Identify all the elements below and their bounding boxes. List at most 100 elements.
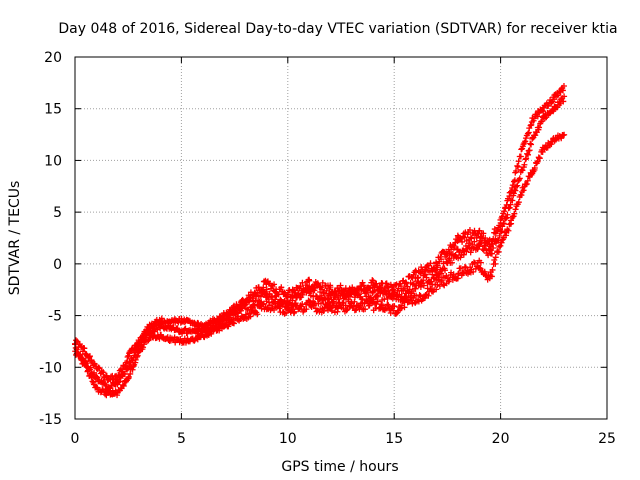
data-point <box>398 305 405 312</box>
data-point <box>121 371 128 378</box>
data-point <box>430 275 437 282</box>
data-point <box>561 93 568 100</box>
data-point <box>487 243 494 250</box>
data-point <box>289 297 296 304</box>
data-point <box>226 314 233 321</box>
data-point <box>336 299 343 306</box>
data-point <box>515 199 522 206</box>
data-point <box>514 163 521 170</box>
data-point <box>343 307 350 314</box>
data-point <box>471 238 478 245</box>
data-point <box>374 293 381 300</box>
data-point <box>290 310 297 317</box>
data-point <box>124 366 131 373</box>
y-tick-label: 15 <box>44 102 62 118</box>
data-point <box>258 299 265 306</box>
data-point <box>416 291 423 298</box>
x-tick-label: 10 <box>279 431 297 447</box>
data-point <box>359 296 366 303</box>
data-point <box>517 153 524 160</box>
data-point <box>496 243 503 250</box>
data-point <box>230 320 237 327</box>
data-point <box>512 206 519 213</box>
data-point <box>513 183 520 190</box>
data-point <box>536 124 543 131</box>
data-point <box>495 237 502 244</box>
data-point <box>457 265 464 272</box>
data-point <box>560 98 567 105</box>
plot-frame <box>74 56 608 420</box>
data-point <box>404 283 411 290</box>
data-point <box>519 167 526 174</box>
data-point <box>428 278 435 285</box>
data-point <box>527 122 534 129</box>
data-point <box>451 243 458 250</box>
data-point <box>359 279 366 286</box>
data-point <box>91 361 98 368</box>
data-point <box>459 238 466 245</box>
data-point <box>384 301 391 308</box>
data-point <box>381 289 388 296</box>
data-point <box>515 158 522 165</box>
data-point <box>520 187 527 194</box>
grid-lines <box>75 57 607 419</box>
data-point <box>499 213 506 220</box>
data-point <box>129 366 136 373</box>
data-point <box>224 311 231 318</box>
data-point <box>540 108 547 115</box>
data-point <box>257 293 264 300</box>
data-point <box>291 301 298 308</box>
data-point <box>303 306 310 313</box>
data-point <box>524 130 531 137</box>
data-point <box>276 305 283 312</box>
data-point <box>527 140 534 147</box>
data-point <box>500 220 507 227</box>
data-point <box>427 260 434 267</box>
data-point <box>514 162 521 169</box>
data-point <box>524 177 531 184</box>
series-3 <box>72 82 567 384</box>
x-tick-label: 5 <box>177 431 186 447</box>
x-tick-label: 15 <box>385 431 403 447</box>
data-point <box>367 294 374 301</box>
data-point <box>255 297 262 304</box>
data-point <box>477 259 484 266</box>
data-point <box>291 292 298 299</box>
data-point <box>523 155 530 162</box>
data-point <box>407 279 414 286</box>
data-points <box>72 82 568 399</box>
data-point <box>318 300 325 307</box>
data-point <box>446 255 453 262</box>
data-point <box>158 315 165 322</box>
data-point <box>524 150 531 157</box>
data-point <box>516 175 523 182</box>
data-point <box>531 164 538 171</box>
y-tick-label: -15 <box>39 412 62 428</box>
data-point <box>306 277 313 284</box>
data-point <box>522 138 529 145</box>
data-point <box>521 161 528 168</box>
data-point <box>337 282 344 289</box>
data-point <box>501 208 508 215</box>
data-point <box>559 87 566 94</box>
data-point <box>466 226 473 233</box>
data-point <box>482 234 489 241</box>
data-point <box>508 188 515 195</box>
data-point <box>534 113 541 120</box>
data-point <box>511 210 518 217</box>
data-point <box>488 250 495 257</box>
data-point <box>423 274 430 281</box>
data-point <box>94 374 101 381</box>
data-point <box>405 299 412 306</box>
data-point <box>454 275 461 282</box>
data-point <box>497 219 504 226</box>
data-point <box>316 295 323 302</box>
data-point <box>333 300 340 307</box>
data-point <box>538 118 545 125</box>
data-point <box>142 330 149 337</box>
data-point <box>492 260 499 267</box>
data-point <box>299 279 306 286</box>
data-point <box>100 369 107 376</box>
x-tick-label: 25 <box>598 431 616 447</box>
